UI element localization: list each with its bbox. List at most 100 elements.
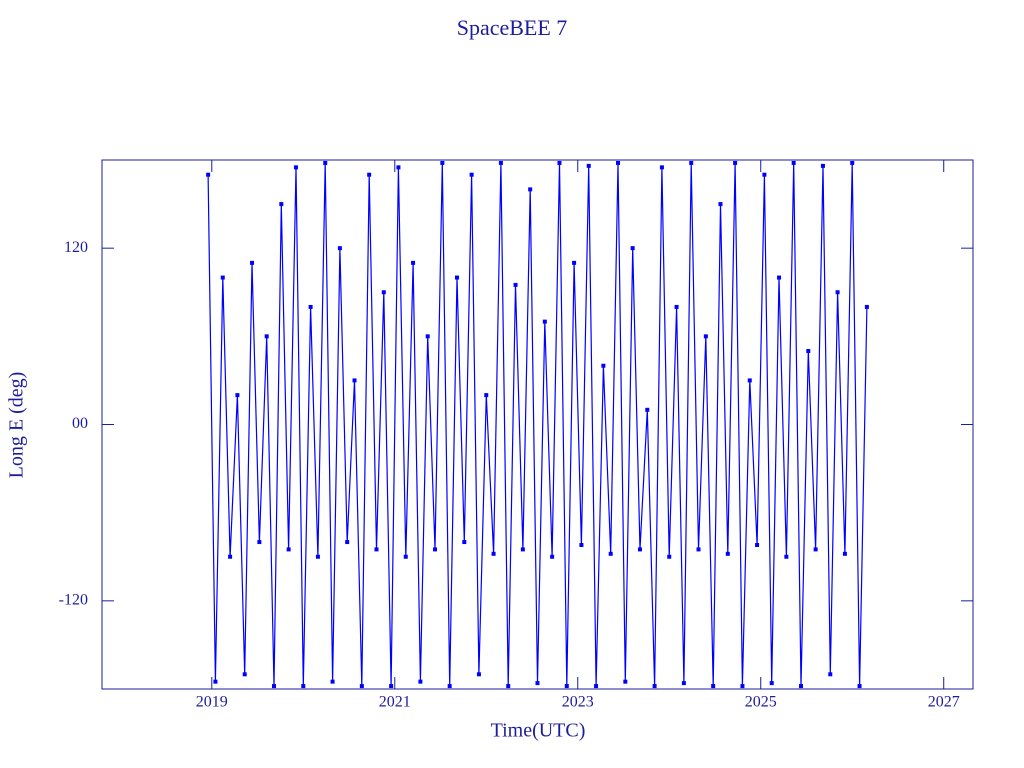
point (228, 554, 233, 559)
point (806, 349, 811, 354)
y-tick-label: -120 (59, 592, 88, 609)
point (703, 334, 708, 339)
point (484, 393, 489, 398)
y-axis-label: Long E (deg) (6, 372, 28, 479)
point (257, 540, 262, 545)
point (330, 679, 335, 684)
point (667, 554, 672, 559)
plot-frame (101, 159, 974, 690)
point (659, 165, 664, 170)
point (520, 547, 525, 552)
point (740, 684, 745, 689)
point (842, 551, 847, 556)
point (235, 393, 240, 398)
point (828, 672, 833, 677)
point (418, 679, 423, 684)
point (506, 684, 511, 689)
point (301, 684, 306, 689)
point (454, 275, 459, 280)
point (498, 160, 503, 165)
point (367, 172, 372, 177)
chart-title: SpaceBEE 7 (457, 15, 568, 40)
point (440, 160, 445, 165)
point (681, 681, 686, 686)
point (550, 554, 555, 559)
x-tick-label: 2023 (562, 694, 594, 711)
point (557, 160, 562, 165)
point (791, 160, 796, 165)
point (323, 160, 328, 165)
y-tick-label: 00 (72, 415, 88, 432)
point (769, 681, 774, 686)
point (850, 160, 855, 165)
point (747, 378, 752, 383)
point (425, 334, 430, 339)
point (594, 684, 599, 689)
point (813, 547, 818, 552)
x-tick-label: 2025 (745, 694, 777, 711)
point (637, 547, 642, 552)
point (374, 547, 379, 552)
point (755, 542, 760, 547)
point (579, 542, 584, 547)
series-group (206, 160, 869, 689)
point (411, 260, 416, 265)
point (389, 684, 394, 689)
point (352, 378, 357, 383)
point (718, 202, 723, 207)
point (381, 290, 386, 295)
point (286, 547, 291, 552)
point (564, 684, 569, 689)
point (469, 172, 474, 177)
point (689, 160, 694, 165)
point (396, 165, 401, 170)
point (608, 551, 613, 556)
point (601, 363, 606, 368)
point (476, 672, 481, 677)
point (711, 684, 716, 689)
point (777, 275, 782, 280)
point (513, 282, 518, 287)
point (645, 407, 650, 412)
x-axis-label: Time(UTC) (491, 720, 586, 742)
point (264, 334, 269, 339)
point (308, 304, 313, 309)
point (535, 681, 540, 686)
point (616, 160, 621, 165)
point (242, 672, 247, 677)
x-tick-label: 2027 (928, 694, 960, 711)
point (784, 554, 789, 559)
point (798, 684, 803, 689)
point (293, 165, 298, 170)
point (345, 540, 350, 545)
point (528, 187, 533, 192)
point (630, 246, 635, 251)
point (462, 540, 467, 545)
point (279, 202, 284, 207)
point (725, 551, 730, 556)
point (820, 163, 825, 168)
x-tick-label: 2019 (196, 694, 228, 711)
point (220, 275, 225, 280)
point (572, 260, 577, 265)
point (491, 551, 496, 556)
point (586, 163, 591, 168)
point (696, 547, 701, 552)
point (359, 684, 364, 689)
point (403, 554, 408, 559)
y-tick-label: 120 (64, 239, 88, 256)
point (835, 290, 840, 295)
point (433, 547, 438, 552)
point (762, 172, 767, 177)
point (857, 684, 862, 689)
point (447, 684, 452, 689)
point (733, 160, 738, 165)
point (315, 554, 320, 559)
point (206, 172, 211, 177)
point (213, 679, 218, 684)
point (674, 304, 679, 309)
point (542, 319, 547, 324)
point (864, 304, 869, 309)
point (337, 246, 342, 251)
